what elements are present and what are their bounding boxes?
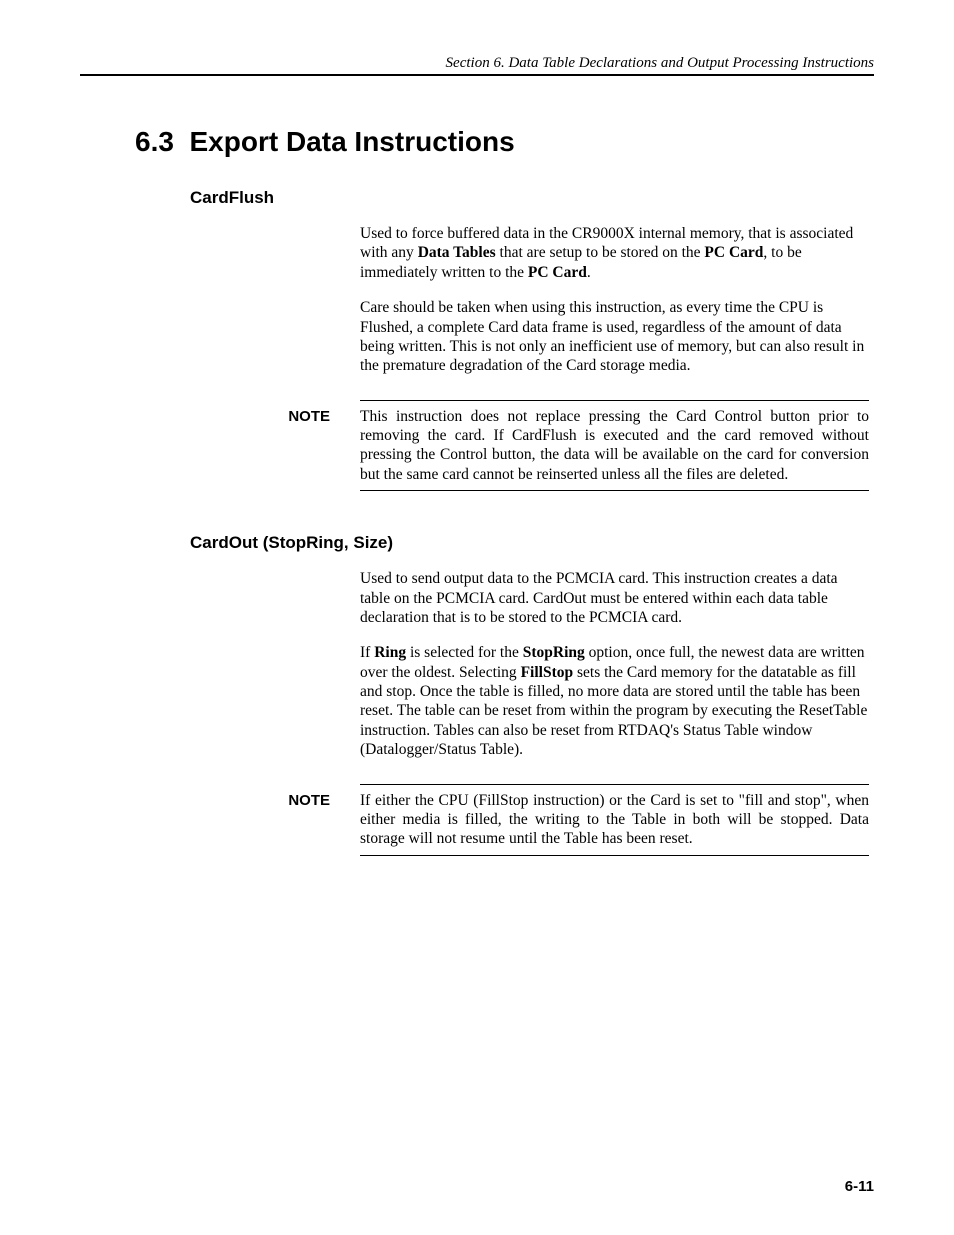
cardout-para-2: If Ring is selected for the StopRing opt…	[360, 643, 869, 759]
running-header: Section 6. Data Table Declarations and O…	[80, 55, 874, 76]
cardflush-note-text: This instruction does not replace pressi…	[360, 407, 869, 485]
section-heading: 6.3 Export Data Instructions	[135, 126, 874, 158]
section-title: Export Data Instructions	[190, 126, 515, 157]
subheading-cardflush: CardFlush	[190, 188, 874, 208]
note-rule-bottom	[360, 855, 869, 856]
page-container: Section 6. Data Table Declarations and O…	[0, 0, 954, 1235]
cardflush-para-2: Care should be taken when using this ins…	[360, 298, 869, 376]
note-rule-top	[360, 400, 869, 401]
page-number: 6-11	[845, 1178, 874, 1195]
note-rule-top	[360, 784, 869, 785]
note-label: NOTE	[260, 407, 360, 425]
cardout-note-text: If either the CPU (FillStop instruction)…	[360, 791, 869, 849]
cardflush-para-1: Used to force buffered data in the CR900…	[360, 224, 869, 282]
section-number: 6.3	[135, 126, 174, 157]
cardout-note-block: NOTE If either the CPU (FillStop instruc…	[260, 784, 869, 856]
note-rule-bottom	[360, 490, 869, 491]
note-label: NOTE	[260, 791, 360, 809]
cardflush-note-block: NOTE This instruction does not replace p…	[260, 400, 869, 492]
cardout-para-1: Used to send output data to the PCMCIA c…	[360, 569, 869, 627]
subheading-cardout: CardOut (StopRing, Size)	[190, 533, 874, 553]
